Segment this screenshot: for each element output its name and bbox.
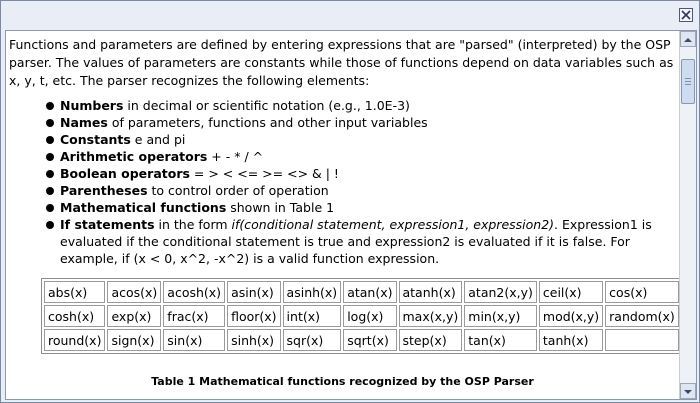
table-cell: atan(x) bbox=[343, 281, 397, 303]
item-desc: . Expression1 is evaluated if the condit… bbox=[60, 217, 652, 266]
list-item: Boolean operators = > < <= >= <> & | ! bbox=[44, 165, 666, 182]
table-cell: acosh(x) bbox=[163, 281, 226, 303]
table-cell: abs(x) bbox=[44, 281, 106, 303]
scroll-up-button[interactable] bbox=[680, 31, 696, 47]
table-cell: sinh(x) bbox=[227, 329, 281, 351]
table-cell: tan(x) bbox=[464, 329, 537, 351]
table-cell: sqr(x) bbox=[282, 329, 342, 351]
table-cell: atanh(x) bbox=[398, 281, 463, 303]
table-cell: max(x,y) bbox=[398, 305, 463, 327]
table-cell: exp(x) bbox=[107, 305, 162, 327]
arrow-up-icon bbox=[684, 38, 692, 42]
list-item: Names of parameters, functions and other… bbox=[44, 114, 666, 131]
table-cell: cos(x) bbox=[605, 281, 679, 303]
table-cell: sin(x) bbox=[163, 329, 226, 351]
functions-table: abs(x) acos(x) acosh(x) asin(x) asinh(x)… bbox=[41, 278, 679, 354]
table-cell: tanh(x) bbox=[538, 329, 604, 351]
item-desc: in decimal or scientific notation (e.g.,… bbox=[123, 98, 410, 113]
help-scroll-pane[interactable]: Functions and parameters are defined by … bbox=[5, 30, 697, 400]
item-desc: in the form bbox=[154, 217, 232, 232]
table-cell: frac(x) bbox=[163, 305, 226, 327]
if-form: if(conditional statement, expression1, e… bbox=[231, 217, 555, 232]
item-term: Arithmetic operators bbox=[60, 149, 208, 164]
scroll-thumb[interactable] bbox=[681, 59, 695, 104]
bullet-icon bbox=[46, 153, 54, 161]
table-row: cosh(x) exp(x) frac(x) floor(x) int(x) l… bbox=[44, 305, 679, 327]
table-cell: round(x) bbox=[44, 329, 106, 351]
list-item: Constants e and pi bbox=[44, 131, 666, 148]
bullet-icon bbox=[46, 187, 54, 195]
table-cell bbox=[605, 329, 679, 351]
item-desc: = > < <= >= <> & | ! bbox=[189, 166, 339, 181]
table-cell: ceil(x) bbox=[538, 281, 604, 303]
title-bar bbox=[1, 1, 699, 29]
table-cell: atan2(x,y) bbox=[464, 281, 537, 303]
vertical-scrollbar[interactable] bbox=[679, 31, 696, 399]
table-row: round(x) sign(x) sin(x) sinh(x) sqr(x) s… bbox=[44, 329, 679, 351]
table-caption: Table 1 Mathematical functions recognize… bbox=[151, 375, 534, 388]
table-cell: min(x,y) bbox=[464, 305, 537, 327]
arrow-down-icon bbox=[684, 390, 692, 394]
item-desc: to control order of operation bbox=[147, 183, 329, 198]
item-desc: shown in Table 1 bbox=[226, 200, 335, 215]
grip-line bbox=[685, 81, 691, 82]
table-cell: floor(x) bbox=[227, 305, 281, 327]
parser-elements-list: Numbers in decimal or scientific notatio… bbox=[44, 97, 666, 267]
item-desc: of parameters, functions and other input… bbox=[107, 115, 428, 130]
close-icon bbox=[681, 10, 691, 20]
table-cell: step(x) bbox=[398, 329, 463, 351]
table-cell: mod(x,y) bbox=[538, 305, 604, 327]
grip-line bbox=[685, 78, 691, 79]
bullet-icon bbox=[46, 221, 54, 229]
item-term: Mathematical functions bbox=[60, 200, 227, 215]
bullet-icon bbox=[46, 170, 54, 178]
table-cell: random(x) bbox=[605, 305, 679, 327]
item-term: Parentheses bbox=[60, 183, 148, 198]
table-cell: sqrt(x) bbox=[343, 329, 397, 351]
bullet-icon bbox=[46, 204, 54, 212]
item-term: Constants bbox=[60, 132, 131, 147]
table-row: abs(x) acos(x) acosh(x) asin(x) asinh(x)… bbox=[44, 281, 679, 303]
intro-paragraph: Functions and parameters are defined by … bbox=[9, 37, 674, 88]
table-cell: asin(x) bbox=[227, 281, 281, 303]
item-desc: e and pi bbox=[130, 132, 186, 147]
item-desc: + - * / ^ bbox=[207, 149, 264, 164]
list-item: Parentheses to control order of operatio… bbox=[44, 182, 666, 199]
table-cell: asinh(x) bbox=[282, 281, 342, 303]
item-term: Boolean operators bbox=[60, 166, 190, 181]
scroll-down-button[interactable] bbox=[680, 383, 696, 399]
item-term: If statements bbox=[60, 217, 155, 232]
bullet-icon bbox=[46, 102, 54, 110]
table-cell: log(x) bbox=[343, 305, 397, 327]
item-term: Names bbox=[60, 115, 108, 130]
list-item: Arithmetic operators + - * / ^ bbox=[44, 148, 666, 165]
grip-line bbox=[685, 84, 691, 85]
table-cell: acos(x) bbox=[107, 281, 162, 303]
close-button[interactable] bbox=[679, 8, 693, 22]
table-cell: sign(x) bbox=[107, 329, 162, 351]
list-item-if-statements: If statements in the form if(conditional… bbox=[44, 216, 666, 267]
bullet-icon bbox=[46, 136, 54, 144]
table-cell: int(x) bbox=[282, 305, 342, 327]
item-term: Numbers bbox=[60, 98, 124, 113]
list-item: Mathematical functions shown in Table 1 bbox=[44, 199, 666, 216]
table-cell: cosh(x) bbox=[44, 305, 106, 327]
bullet-icon bbox=[46, 119, 54, 127]
help-content: Functions and parameters are defined by … bbox=[6, 31, 679, 399]
list-item: Numbers in decimal or scientific notatio… bbox=[44, 97, 666, 114]
